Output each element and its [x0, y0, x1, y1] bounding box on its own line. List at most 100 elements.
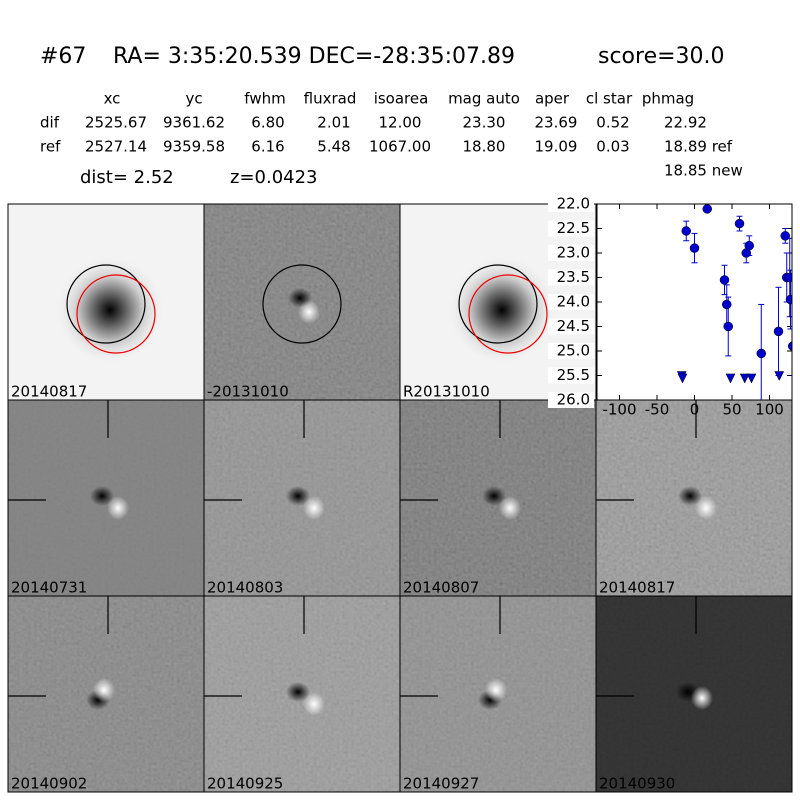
- table-cell: 18.80: [463, 138, 506, 156]
- y-tick-label-bg: [548, 245, 594, 261]
- upper-limit: [677, 373, 688, 384]
- column-header: fwhm: [244, 90, 285, 108]
- y-tick-label: 24.5: [557, 317, 590, 335]
- y-tick-label-bg: [548, 343, 594, 359]
- coordinates: RA= 3:35:20.539 DEC=-28:35:07.89: [113, 44, 515, 69]
- positive-blob: [695, 496, 717, 520]
- image-panel: 20140731: [7, 399, 205, 597]
- panel-label: -20131010: [207, 383, 289, 401]
- y-tick-label: 26.0: [557, 391, 590, 409]
- table-cell: 2527.14: [85, 138, 147, 156]
- panel-label: 20140807: [403, 579, 479, 597]
- data-point: [719, 275, 730, 285]
- row-label: ref: [40, 138, 61, 156]
- negative-blob: [286, 682, 310, 702]
- negative-blob: [678, 486, 702, 506]
- table-cell: 22.92: [664, 114, 707, 132]
- plot-frame: [596, 203, 793, 401]
- panel-label: R20131010: [403, 383, 490, 401]
- y-tick-label-bg: [548, 220, 594, 237]
- y-tick-label-bg: [548, 367, 594, 384]
- new-mag: 18.85 new: [664, 162, 743, 180]
- negative-blob: [482, 486, 506, 506]
- x-tick-label: -100: [602, 401, 636, 419]
- x-tick-label: 100: [755, 401, 784, 419]
- table-cell: 18.89 ref: [664, 138, 733, 156]
- table-cell: 9361.62: [163, 114, 225, 132]
- aperture: [66, 264, 146, 344]
- table-cell: 23.69: [535, 114, 578, 132]
- image-panel: 20140930: [595, 595, 793, 793]
- table-cell: 1067.00: [369, 138, 431, 156]
- positive-blob: [485, 678, 507, 702]
- source: [55, 255, 165, 365]
- table-cell: 9359.58: [163, 138, 225, 156]
- data-point: [785, 294, 792, 305]
- column-header: isoarea: [374, 90, 429, 108]
- y-tick-label: 22.5: [557, 219, 590, 237]
- row-label: dif: [40, 114, 60, 132]
- positive-blob: [499, 496, 521, 520]
- positive-blob: [303, 496, 325, 520]
- x-tick-label: 50: [722, 401, 741, 419]
- upper-limit: [739, 373, 750, 384]
- aperture-ref: [468, 274, 548, 354]
- y-tick-label: 22.0: [557, 195, 590, 213]
- distance: dist= 2.52: [80, 167, 174, 188]
- table-cell: 5.48: [317, 138, 350, 156]
- y-tick-label-bg: [548, 392, 594, 408]
- y-tick-label: 23.5: [557, 268, 590, 286]
- y-tick-label-bg: [548, 318, 594, 335]
- image-panel: 20140807: [399, 399, 597, 597]
- redshift: z=0.0423: [230, 167, 318, 188]
- data-point: [756, 348, 766, 359]
- data-point: [788, 341, 792, 351]
- aperture: [458, 264, 538, 344]
- negative-blob: [286, 486, 310, 506]
- column-header: fluxrad: [304, 90, 357, 108]
- positive-blob: [93, 678, 115, 702]
- data-point: [734, 218, 745, 229]
- source: [447, 255, 557, 365]
- negative-blob: [90, 486, 114, 506]
- panel-border: [595, 595, 793, 793]
- table-cell: 12.00: [379, 114, 422, 132]
- panel-label: 20140803: [207, 579, 283, 597]
- column-header: mag auto: [448, 90, 520, 108]
- panel-label: 20140817: [11, 383, 87, 401]
- column-header: xc: [104, 90, 121, 108]
- light-curve: 22.0 22.5 23.0 23.5 24.0 24.5 25.0 25.5 26.0 -100…: [548, 195, 793, 419]
- object-id: #67: [40, 44, 86, 69]
- data-point: [773, 326, 784, 337]
- data-point: [681, 226, 691, 236]
- upper-limit: [746, 373, 757, 384]
- column-header: yc: [185, 90, 202, 108]
- positive-blob: [691, 686, 713, 710]
- image-panel: 20140902: [7, 595, 205, 793]
- y-tick-label: 25.5: [557, 366, 590, 384]
- image-panel: 20140803: [203, 399, 401, 597]
- panel-label: 20140927: [403, 775, 479, 793]
- data-point: [722, 299, 732, 310]
- data-point: [785, 272, 792, 283]
- y-tick-label-bg: [548, 196, 594, 212]
- data-point: [723, 321, 733, 332]
- column-header: aper: [535, 90, 570, 108]
- image-panel: 20140927: [399, 595, 597, 793]
- column-header: phmag: [642, 90, 694, 108]
- data-point: [780, 231, 790, 241]
- aperture-ref: [76, 274, 156, 354]
- table-cell: 6.80: [251, 114, 284, 132]
- table-cell: 23.30: [463, 114, 506, 132]
- positive-blob: [107, 496, 129, 520]
- image-panel: 20140925: [203, 595, 401, 793]
- table-cell: 2525.67: [85, 114, 147, 132]
- data-point: [689, 243, 700, 253]
- table-cell: 0.52: [596, 114, 629, 132]
- y-tick-label: 25.0: [557, 342, 590, 360]
- panel-label: 20140930: [599, 775, 675, 793]
- column-header: cl star: [586, 90, 633, 108]
- y-tick-label: 23.0: [557, 244, 590, 262]
- y-tick-label: 24.0: [557, 293, 590, 311]
